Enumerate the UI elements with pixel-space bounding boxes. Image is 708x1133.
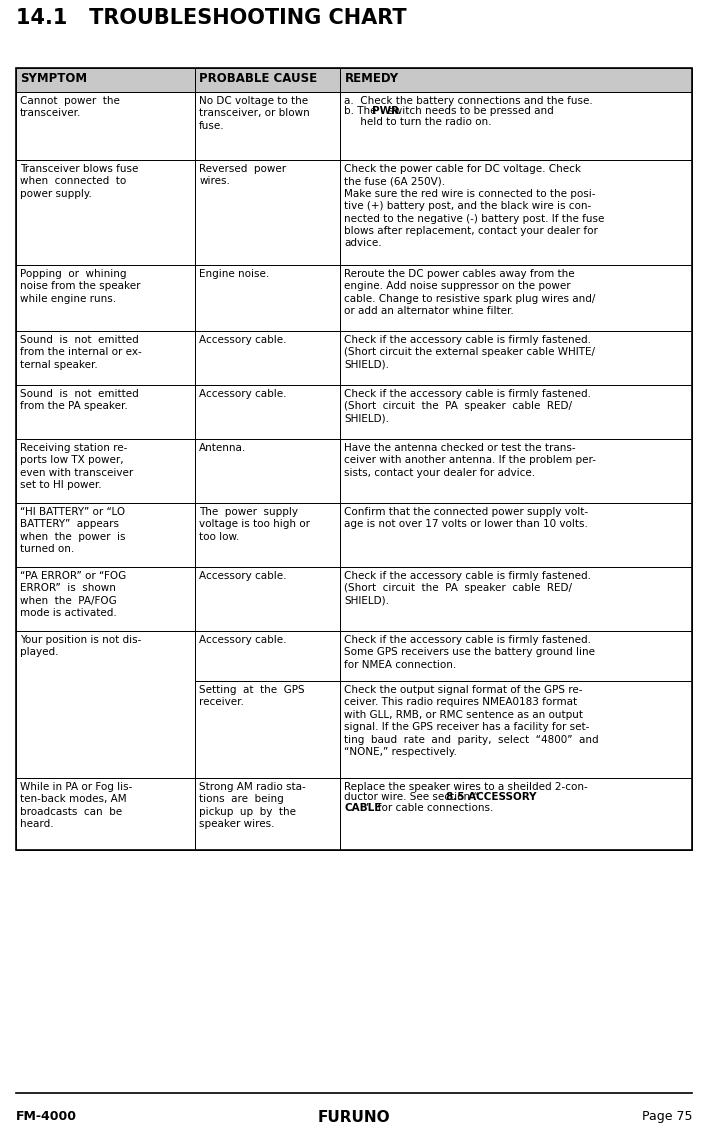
Text: Page 75: Page 75 <box>641 1110 692 1123</box>
Bar <box>16 331 195 385</box>
Text: PWR: PWR <box>372 107 399 117</box>
Text: No DC voltage to the
transceiver, or blown
fuse.: No DC voltage to the transceiver, or blo… <box>199 96 310 130</box>
Bar <box>341 778 692 850</box>
Bar <box>195 566 341 631</box>
Bar <box>195 681 341 778</box>
Text: Check if the accessory cable is firmly fastened.
(Short circuit the external spe: Check if the accessory cable is firmly f… <box>345 335 595 369</box>
Text: Engine noise.: Engine noise. <box>199 269 269 279</box>
Text: Accessory cable.: Accessory cable. <box>199 389 287 399</box>
Bar <box>195 331 341 385</box>
Bar <box>195 385 341 438</box>
Text: Check the power cable for DC voltage. Check
the fuse (6A 250V).
Make sure the re: Check the power cable for DC voltage. Ch… <box>345 164 605 248</box>
Text: Cannot  power  the
transceiver.: Cannot power the transceiver. <box>20 96 120 119</box>
Text: Sound  is  not  emitted
from the internal or ex-
ternal speaker.: Sound is not emitted from the internal o… <box>20 335 142 369</box>
Text: Transceiver blows fuse
when  connected  to
power supply.: Transceiver blows fuse when connected to… <box>20 164 138 198</box>
Text: Reroute the DC power cables away from the
engine. Add noise suppressor on the po: Reroute the DC power cables away from th… <box>345 269 596 316</box>
Text: Setting  at  the  GPS
receiver.: Setting at the GPS receiver. <box>199 685 304 707</box>
Text: The  power  supply
voltage is too high or
too low.: The power supply voltage is too high or … <box>199 506 310 542</box>
Bar <box>195 631 341 681</box>
Bar <box>16 438 195 503</box>
Bar <box>16 778 195 850</box>
Text: Sound  is  not  emitted
from the PA speaker.: Sound is not emitted from the PA speaker… <box>20 389 139 411</box>
Text: switch needs to be pressed and: switch needs to be pressed and <box>385 107 554 117</box>
Bar <box>341 331 692 385</box>
Text: Check the output signal format of the GPS re-
ceiver. This radio requires NMEA01: Check the output signal format of the GP… <box>345 685 599 757</box>
Text: Your position is not dis-
played.: Your position is not dis- played. <box>20 634 142 657</box>
Bar <box>16 385 195 438</box>
Text: b. The: b. The <box>345 107 380 117</box>
Bar <box>16 68 692 850</box>
Text: Confirm that the connected power supply volt-
age is not over 17 volts or lower : Confirm that the connected power supply … <box>345 506 588 529</box>
Text: Accessory cable.: Accessory cable. <box>199 634 287 645</box>
Text: Check if the accessory cable is firmly fastened.
(Short  circuit  the  PA  speak: Check if the accessory cable is firmly f… <box>345 571 591 606</box>
Text: held to turn the radio on.: held to turn the radio on. <box>345 117 492 127</box>
Text: “HI BATTERY” or “LO
BATTERY”  appears
when  the  power  is
turned on.: “HI BATTERY” or “LO BATTERY” appears whe… <box>20 506 125 554</box>
Bar <box>341 160 692 265</box>
Bar <box>341 681 692 778</box>
Text: CABLE: CABLE <box>345 803 382 813</box>
Bar <box>341 68 692 92</box>
Bar <box>16 92 195 160</box>
Text: Have the antenna checked or test the trans-
ceiver with another antenna. If the : Have the antenna checked or test the tra… <box>345 443 596 478</box>
Bar <box>195 778 341 850</box>
Bar <box>341 438 692 503</box>
Text: Popping  or  whining
noise from the speaker
while engine runs.: Popping or whining noise from the speake… <box>20 269 140 304</box>
Bar <box>341 92 692 160</box>
Bar <box>341 503 692 566</box>
Text: REMEDY: REMEDY <box>345 73 399 85</box>
Text: ductor wire. See section “: ductor wire. See section “ <box>345 792 479 802</box>
Text: PROBABLE CAUSE: PROBABLE CAUSE <box>199 73 317 85</box>
Bar <box>195 92 341 160</box>
Bar <box>16 68 195 92</box>
Bar <box>195 160 341 265</box>
Text: Check if the accessory cable is firmly fastened.
Some GPS receivers use the batt: Check if the accessory cable is firmly f… <box>345 634 595 670</box>
Text: Replace the speaker wires to a sheilded 2-con-: Replace the speaker wires to a sheilded … <box>345 782 588 792</box>
Text: ”  for cable connections.: ” for cable connections. <box>366 803 493 813</box>
Bar <box>195 265 341 331</box>
Bar <box>195 503 341 566</box>
Text: Accessory cable.: Accessory cable. <box>199 571 287 581</box>
Bar <box>341 566 692 631</box>
Text: Receiving station re-
ports low TX power,
even with transceiver
set to HI power.: Receiving station re- ports low TX power… <box>20 443 133 491</box>
Bar <box>16 566 195 631</box>
Bar <box>16 160 195 265</box>
Text: FURUNO: FURUNO <box>318 1110 390 1125</box>
Bar <box>341 265 692 331</box>
Text: Strong AM radio sta-
tions  are  being
pickup  up  by  the
speaker wires.: Strong AM radio sta- tions are being pic… <box>199 782 306 829</box>
Bar <box>195 68 341 92</box>
Text: FM-4000: FM-4000 <box>16 1110 77 1123</box>
Text: Accessory cable.: Accessory cable. <box>199 335 287 346</box>
Bar <box>16 503 195 566</box>
Text: 14.1   TROUBLESHOOTING CHART: 14.1 TROUBLESHOOTING CHART <box>16 8 406 28</box>
Bar <box>341 631 692 681</box>
Text: a.  Check the battery connections and the fuse.: a. Check the battery connections and the… <box>345 96 593 107</box>
Text: Check if the accessory cable is firmly fastened.
(Short  circuit  the  PA  speak: Check if the accessory cable is firmly f… <box>345 389 591 424</box>
Text: While in PA or Fog lis-
ten-back modes, AM
broadcasts  can  be
heard.: While in PA or Fog lis- ten-back modes, … <box>20 782 132 829</box>
Text: SYMPTOM: SYMPTOM <box>20 73 87 85</box>
Bar <box>16 631 195 778</box>
Bar <box>341 385 692 438</box>
Text: Antenna.: Antenna. <box>199 443 246 453</box>
Text: 8.5 ACCESSORY: 8.5 ACCESSORY <box>446 792 537 802</box>
Bar <box>16 265 195 331</box>
Text: Reversed  power
wires.: Reversed power wires. <box>199 164 286 187</box>
Text: “PA ERROR” or “FOG
ERROR”  is  shown
when  the  PA/FOG
mode is activated.: “PA ERROR” or “FOG ERROR” is shown when … <box>20 571 126 619</box>
Bar <box>195 438 341 503</box>
